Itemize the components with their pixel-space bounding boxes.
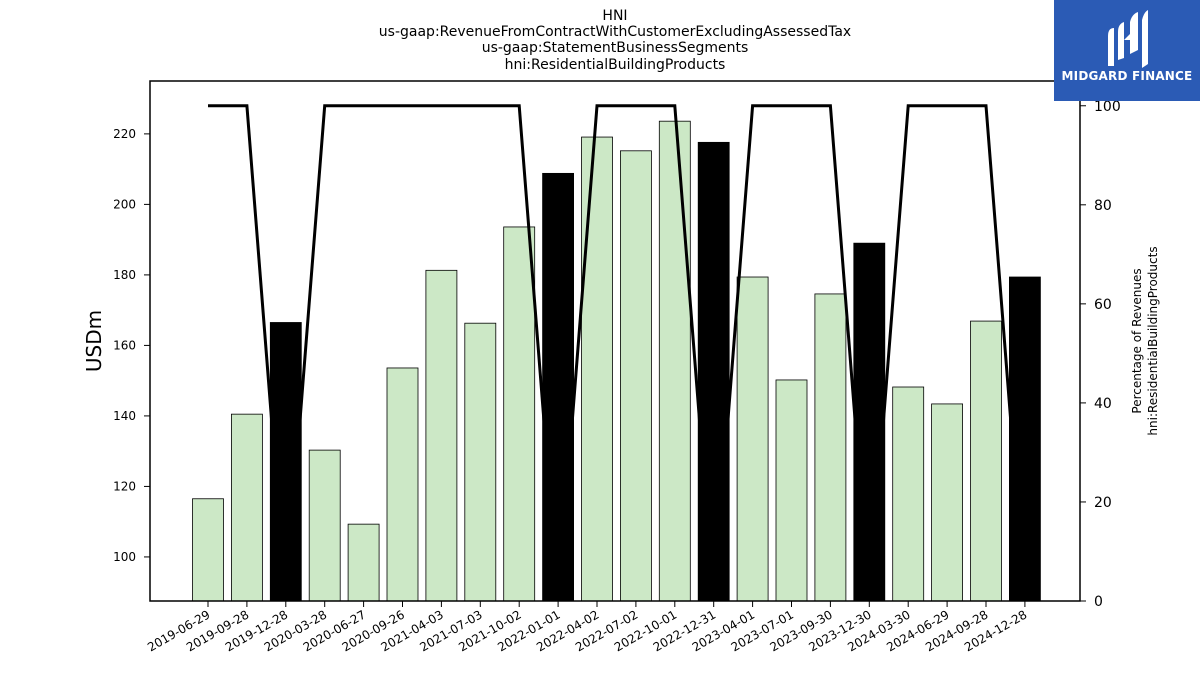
bar-2024-03-30 [892, 386, 925, 602]
y-left-tick-label-100: 100 [113, 550, 136, 564]
percentage-line-series [208, 104, 1027, 602]
percentage-line [208, 104, 1027, 602]
bar-2023-07-01 [775, 379, 808, 602]
y-left-tick-label-120: 120 [113, 479, 136, 493]
y-left-tick-label-200: 200 [113, 197, 136, 211]
bar-2022-07-02 [620, 150, 652, 602]
y-right-tick-label-20: 20 [1094, 495, 1112, 511]
logo-text: MIDGARD FINANCE [1061, 69, 1193, 83]
y-axis-left-label: USDm [82, 310, 106, 372]
bar-2022-10-01 [658, 120, 691, 602]
y-axis-right-label-line-1: Percentage of Revenues [1130, 268, 1144, 413]
y-left-tick-label-180: 180 [113, 268, 136, 282]
bar-2023-12-30 [853, 242, 886, 602]
chart-title: HNI us-gaap:RevenueFromContractWithCusto… [379, 8, 851, 73]
plot-frame [149, 80, 1081, 602]
y-right-tick-label-80: 80 [1094, 198, 1112, 214]
y-axis-right: 0 20 40 60 80 100 [1080, 99, 1121, 610]
bar-2024-09-28 [970, 320, 1002, 602]
y-left-tick-label-160: 160 [113, 338, 136, 352]
y-right-tick-label-60: 60 [1094, 297, 1112, 313]
bar-2020-03-28 [308, 449, 341, 602]
bar-2023-04-01 [736, 276, 769, 602]
bar-2023-09-30 [814, 293, 847, 602]
y-left-tick-label-220: 220 [113, 127, 136, 141]
y-axis-left: 100 120 140 160 180 200 220 [113, 127, 150, 564]
bar-2020-06-27 [347, 523, 380, 602]
x-axis: 2019-06-292019-09-282019-12-282020-03-28… [145, 601, 1029, 654]
bar-2019-06-29 [192, 498, 224, 602]
bar-2022-12-31 [697, 141, 730, 602]
title-line-4: hni:ResidentialBuildingProducts [505, 57, 726, 73]
y-right-tick-label-0: 0 [1094, 594, 1103, 610]
bar-series [192, 120, 1041, 602]
bar-2022-04-02 [581, 136, 613, 602]
bar-2021-10-02 [503, 226, 536, 602]
y-right-tick-label-100: 100 [1094, 99, 1121, 115]
bar-2020-09-26 [386, 367, 419, 602]
midgard-logo-icon [1108, 10, 1148, 68]
bar-2022-01-01 [542, 172, 574, 602]
bar-2019-09-28 [230, 413, 263, 602]
bar-2021-04-03 [425, 269, 458, 602]
y-left-tick-label-140: 140 [113, 409, 136, 423]
title-line-3: us-gaap:StatementBusinessSegments [482, 40, 749, 56]
midgard-finance-logo: MIDGARD FINANCE [1054, 0, 1200, 101]
y-axis-right-label-line-2: hni:ResidentialBuildingProducts [1146, 246, 1160, 435]
bar-2024-06-29 [931, 403, 963, 602]
title-line-2: us-gaap:RevenueFromContractWithCustomerE… [379, 24, 851, 40]
y-right-tick-label-40: 40 [1094, 396, 1112, 412]
bar-2021-07-03 [464, 322, 497, 602]
bar-2024-12-28 [1009, 276, 1041, 602]
title-line-1: HNI [602, 8, 627, 24]
